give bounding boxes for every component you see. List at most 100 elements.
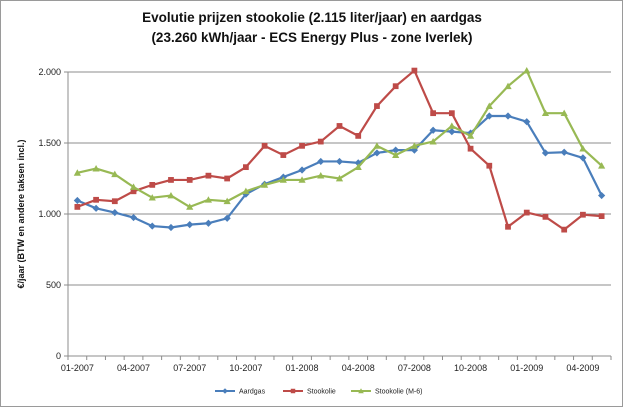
legend-item: Aardgas: [215, 388, 266, 396]
legend: Aardgas Stookolie Stookolie (M-6): [215, 388, 422, 396]
data-point: [186, 203, 194, 210]
data-point: [279, 176, 287, 183]
gridlines: [68, 71, 611, 286]
data-point: [168, 177, 174, 183]
chart-subtitle: (23.260 kWh/jaar - ECS Energy Plus - zon…: [151, 30, 472, 45]
data-point: [186, 177, 193, 183]
data-point: [430, 110, 437, 117]
data-point: [148, 194, 156, 201]
data-point: [111, 198, 118, 205]
data-point: [598, 162, 606, 169]
y-tick-label: 500: [46, 280, 61, 290]
data-point: [111, 208, 119, 217]
data-point: [205, 172, 212, 179]
data-point: [204, 196, 213, 203]
data-point: [542, 213, 549, 220]
data-point: [317, 172, 325, 179]
data-point: [92, 204, 100, 212]
data-point: [111, 170, 119, 178]
x-tick-label: 01-2008: [286, 363, 319, 373]
data-point: [73, 169, 81, 176]
data-point: [448, 110, 455, 117]
data-point: [224, 175, 231, 182]
y-tick-label: 2.000: [38, 67, 61, 77]
data-point: [261, 181, 269, 188]
data-point: [448, 128, 456, 136]
data-point: [523, 118, 531, 126]
legend-item: Stookolie: [283, 389, 336, 396]
data-point: [299, 142, 305, 149]
data-point: [149, 182, 156, 188]
data-point: [373, 149, 381, 157]
data-point: [541, 149, 550, 157]
data-point: [280, 152, 287, 158]
data-point: [580, 211, 586, 218]
data-point: [410, 142, 418, 149]
data-point: [148, 222, 156, 230]
data-point: [373, 142, 381, 149]
data-point: [485, 102, 493, 109]
axes: [64, 71, 612, 360]
data-point: [411, 67, 418, 74]
legend-label: Stookolie (M-6): [375, 389, 422, 396]
data-point: [261, 142, 268, 149]
data-point: [598, 191, 606, 200]
data-point: [317, 138, 324, 145]
series: [73, 66, 606, 233]
legend-item: Stookolie (M-6): [351, 388, 422, 396]
data-point: [355, 133, 362, 139]
data-point: [92, 164, 100, 172]
data-point: [317, 157, 325, 166]
data-point: [374, 103, 380, 109]
x-tick-label: 10-2008: [454, 363, 487, 373]
x-axis-ticks: 01-2007 04-2007 07-2007 10-2007 01-2008 04-20…: [61, 363, 600, 373]
data-point: [598, 213, 605, 220]
x-tick-label: 04-2008: [342, 363, 375, 373]
legend-marker: [358, 388, 364, 394]
data-point: [560, 148, 568, 156]
data-point: [298, 166, 306, 174]
data-point: [448, 122, 456, 129]
data-point: [392, 146, 400, 154]
data-point: [429, 126, 437, 134]
series-line: [77, 69, 603, 208]
x-tick-label: 10-2007: [229, 363, 262, 373]
data-point: [354, 163, 362, 171]
data-point: [485, 112, 493, 120]
data-point: [335, 157, 344, 166]
series-line: [76, 114, 603, 229]
data-point: [486, 162, 493, 169]
y-tick-label: 0: [56, 351, 61, 361]
data-point: [336, 123, 343, 129]
data-point: [561, 226, 568, 233]
data-point: [74, 204, 81, 210]
data-point: [466, 132, 475, 139]
data-point: [560, 109, 568, 117]
legend-label: Aardgas: [239, 389, 266, 396]
data-point: [392, 83, 399, 90]
y-tick-label: 1.000: [38, 209, 61, 219]
data-point: [523, 209, 530, 216]
data-point: [541, 109, 550, 117]
legend-label: Stookolie: [307, 389, 336, 396]
data-point: [242, 164, 249, 171]
data-point: [130, 188, 137, 195]
data-point: [167, 191, 175, 199]
data-point: [505, 223, 511, 230]
data-point: [467, 145, 474, 152]
data-point: [73, 196, 81, 205]
data-point: [298, 176, 306, 183]
data-point: [223, 197, 231, 205]
data-point: [204, 219, 213, 227]
series-stookolie-m-6: [73, 66, 606, 210]
data-point: [129, 213, 138, 222]
data-point: [429, 137, 437, 145]
data-point: [335, 174, 344, 182]
data-point: [129, 183, 138, 190]
data-point: [523, 66, 531, 74]
data-point: [504, 82, 512, 90]
data-point: [392, 151, 400, 158]
legend-marker: [222, 388, 228, 394]
data-point: [167, 223, 175, 232]
